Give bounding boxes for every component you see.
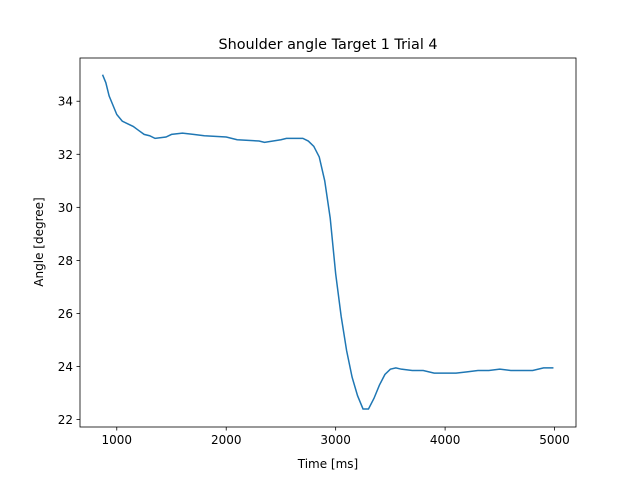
y-axis-label: Angle [degree]: [32, 197, 46, 286]
x-tick-label: 3000: [320, 433, 351, 447]
y-tick-label: 22: [58, 413, 73, 427]
y-tick-label: 24: [58, 360, 73, 374]
y-tick-label: 30: [58, 201, 73, 215]
y-tick-label: 32: [58, 148, 73, 162]
x-tick-label: 4000: [430, 433, 461, 447]
plot-frame: [79, 57, 577, 428]
x-tick-label: 5000: [539, 433, 570, 447]
x-tick-label: 1000: [101, 433, 132, 447]
x-axis-label: Time [ms]: [297, 457, 359, 471]
y-tick-label: 26: [58, 307, 73, 321]
data-line: [101, 74, 554, 410]
y-tick-label: 34: [58, 95, 73, 109]
y-tick-label: 28: [58, 254, 73, 268]
x-tick-label: 2000: [211, 433, 242, 447]
chart-title: Shoulder angle Target 1 Trial 4: [218, 37, 437, 53]
